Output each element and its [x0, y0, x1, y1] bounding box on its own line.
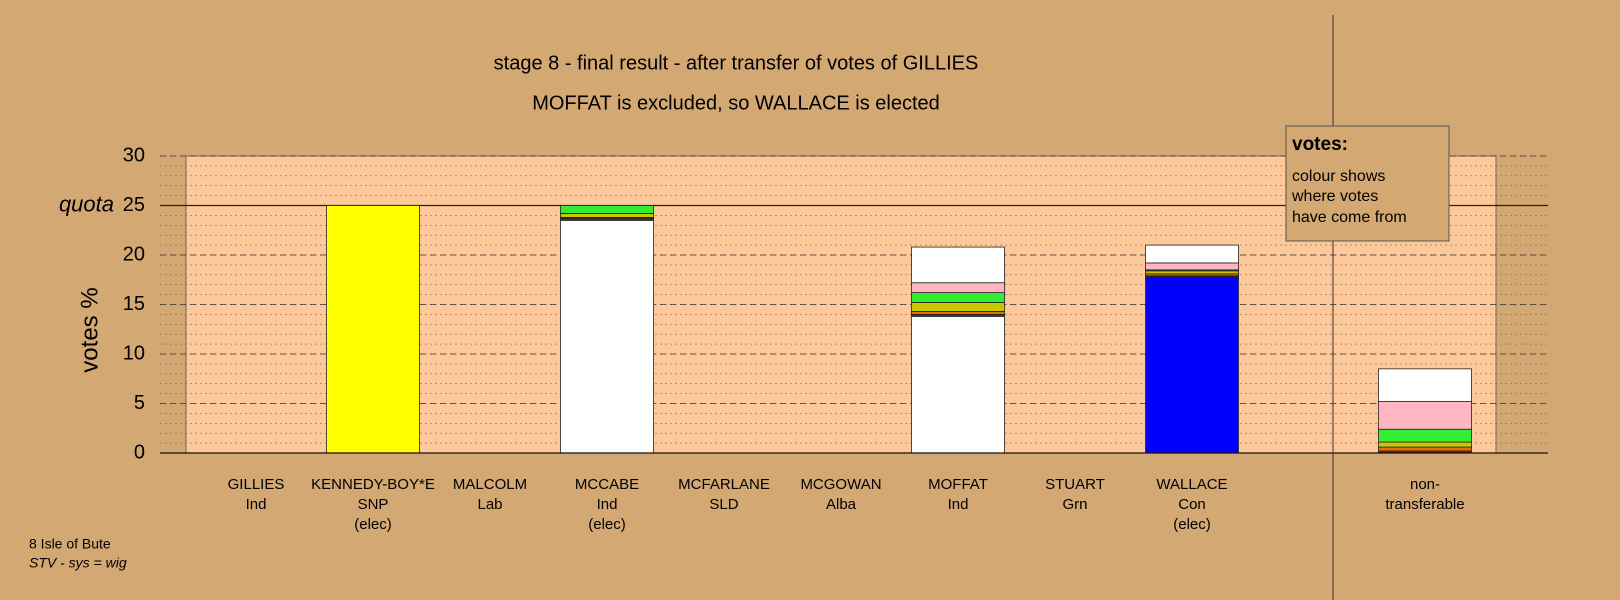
x-tick-label: (elec): [354, 516, 392, 533]
bar-segment: [560, 219, 654, 454]
bar-segment: [1145, 270, 1239, 275]
x-tick-label: Grn: [1062, 496, 1087, 513]
y-tick-label: 30: [123, 144, 145, 166]
bar-segment: [911, 282, 1005, 294]
bar-segment: [560, 205, 654, 214]
x-tick-label: MCCABE: [575, 476, 639, 493]
x-tick-label: transferable: [1385, 496, 1464, 513]
x-tick-label: Ind: [597, 496, 618, 513]
x-tick-label: MALCOLM: [453, 476, 527, 493]
chart-subtitle: MOFFAT is excluded, so WALLACE is electe…: [532, 92, 940, 114]
y-tick-label: 0: [134, 441, 145, 463]
x-tick-label: Ind: [246, 496, 267, 513]
x-tick-label: SLD: [709, 496, 738, 513]
plot-area: [160, 155, 1548, 454]
legend-text: have come from: [1292, 209, 1407, 226]
chart-title: stage 8 - final result - after transfer …: [494, 52, 979, 74]
bar-segment: [911, 246, 1005, 284]
y-tick-label: 10: [123, 342, 145, 364]
y-tick-label: 25: [123, 194, 145, 216]
legend-heading: votes:: [1292, 134, 1348, 155]
bar-segment: [326, 205, 420, 454]
x-tick-label: Alba: [826, 496, 857, 513]
x-tick-label: (elec): [1173, 516, 1211, 533]
x-tick-label: MOFFAT: [928, 476, 988, 493]
bar-segment: [1378, 401, 1472, 430]
bar-segment: [911, 315, 1005, 454]
bar-segment: [1378, 446, 1472, 452]
bar-segment: [1378, 368, 1472, 402]
bar-segment: [560, 213, 654, 218]
x-tick-label: GILLIES: [228, 476, 285, 493]
y-tick-label: 5: [134, 392, 145, 414]
x-tick-label: (elec): [588, 516, 626, 533]
bar-segment: [911, 302, 1005, 312]
legend-text: colour shows: [1292, 168, 1385, 185]
y-tick-label: 15: [123, 293, 145, 315]
legend-text: where votes: [1291, 188, 1378, 205]
x-tick-label: MCGOWAN: [800, 476, 881, 493]
bar-segment: [911, 292, 1005, 303]
x-tick-label: SNP: [358, 496, 389, 513]
x-tick-label: Lab: [477, 496, 502, 513]
x-tick-label: KENNEDY-BOY*E: [311, 476, 435, 493]
bar-segment: [1378, 428, 1472, 443]
legend-box: [1285, 125, 1450, 242]
footnote: STV - sys = wig: [29, 555, 127, 571]
y-tick-label: 20: [123, 243, 145, 265]
bar-segment: [1145, 244, 1239, 264]
x-tick-label: STUART: [1045, 476, 1105, 493]
bar-segment: [1378, 441, 1472, 448]
x-tick-label: Con: [1178, 496, 1206, 513]
y-axis-label: votes %: [76, 287, 103, 372]
x-tick-label: non-: [1410, 476, 1440, 493]
bar-segment: [911, 311, 1005, 315]
bar-segment: [1145, 262, 1239, 271]
x-tick-label: Ind: [948, 496, 969, 513]
x-tick-label: WALLACE: [1156, 476, 1227, 493]
footnote: 8 Isle of Bute: [29, 536, 111, 552]
quota-label: quota: [59, 191, 114, 216]
bar-segment: [1145, 276, 1239, 454]
x-tick-label: MCFARLANE: [678, 476, 770, 493]
